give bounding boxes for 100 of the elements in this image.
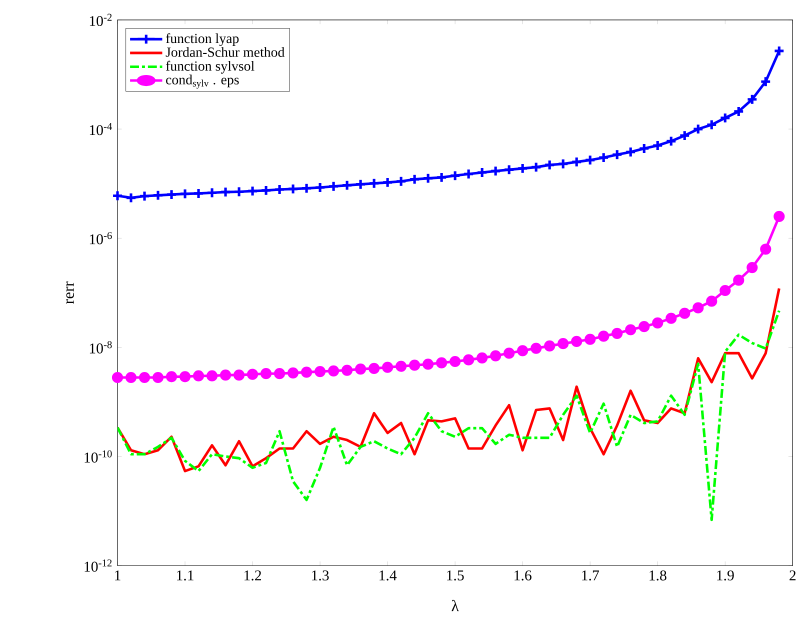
point <box>179 188 191 200</box>
y-axis-title: rerr <box>66 281 74 304</box>
y-tick-label: 10$^{-6}$ <box>90 232 112 244</box>
y-tick-label: 10$^{-10}$ <box>84 450 112 462</box>
point <box>354 178 366 190</box>
point <box>530 161 542 173</box>
x-tick-label: 1.8 <box>650 570 666 580</box>
point <box>138 372 150 383</box>
x-tick-label: 1.3 <box>312 570 329 580</box>
point <box>760 243 772 255</box>
point <box>774 210 785 222</box>
legend-label: cond$_{sylv}$ . eps <box>166 74 239 88</box>
x-tick-label: 1.9 <box>717 570 734 580</box>
point <box>152 189 164 201</box>
point <box>517 344 528 356</box>
point <box>598 330 610 342</box>
point <box>720 284 731 296</box>
point <box>396 360 407 372</box>
point <box>125 192 137 204</box>
point <box>233 186 245 198</box>
point <box>476 166 488 178</box>
legend-label: function lyap <box>166 33 239 46</box>
point <box>395 175 407 187</box>
y-tick-label: 10$^{-4}$ <box>90 122 112 136</box>
point <box>125 372 137 383</box>
point <box>692 302 704 314</box>
point <box>138 190 150 202</box>
point <box>287 367 299 378</box>
point <box>733 274 744 286</box>
point <box>342 364 353 376</box>
point <box>760 76 772 88</box>
point <box>612 328 623 339</box>
point <box>300 366 312 378</box>
point <box>274 184 286 196</box>
point <box>328 365 340 376</box>
point <box>192 188 204 200</box>
point <box>246 368 258 380</box>
point <box>449 170 461 182</box>
point <box>624 146 636 158</box>
point <box>152 372 164 383</box>
legend-label: Jordan-Schur method <box>166 46 285 57</box>
y-tick-label: 10$^{-8}$ <box>90 341 112 354</box>
point <box>571 336 582 347</box>
point <box>598 152 610 164</box>
point <box>246 185 258 197</box>
point <box>666 312 677 324</box>
x-tick-label: 1.5 <box>447 570 464 580</box>
point <box>544 159 556 171</box>
point <box>558 338 569 350</box>
point <box>422 172 434 184</box>
point <box>665 135 677 147</box>
y-tick-label: 10$^{-2}$ <box>90 14 112 26</box>
point <box>166 188 178 200</box>
x-axis-title: λ <box>452 600 459 611</box>
point <box>503 164 515 176</box>
point <box>409 360 420 371</box>
point <box>368 362 380 374</box>
point <box>584 334 596 345</box>
point <box>341 179 353 191</box>
point <box>274 368 286 380</box>
point <box>706 118 718 130</box>
point <box>732 106 744 118</box>
point <box>436 172 448 184</box>
point <box>638 142 650 154</box>
point <box>233 369 245 381</box>
legend-label: function sylvsol <box>166 60 254 74</box>
point <box>260 368 272 380</box>
x-tick-label: 1.4 <box>380 570 397 580</box>
point <box>192 370 204 382</box>
point <box>678 130 690 142</box>
point <box>382 176 394 188</box>
point <box>570 156 582 168</box>
point <box>166 370 178 382</box>
point <box>220 369 232 381</box>
point <box>408 173 420 185</box>
point <box>287 183 299 195</box>
point <box>220 186 232 198</box>
x-tick-label: 1.7 <box>582 570 599 580</box>
point <box>260 184 272 196</box>
point <box>450 356 461 367</box>
point <box>557 158 569 170</box>
point <box>206 186 218 198</box>
point <box>544 340 556 352</box>
point <box>422 358 434 370</box>
point <box>490 350 502 362</box>
point <box>328 180 340 192</box>
point <box>462 168 474 180</box>
point <box>692 123 704 135</box>
point <box>463 354 474 366</box>
point <box>490 165 502 177</box>
point <box>584 154 596 166</box>
point <box>530 342 542 354</box>
point <box>179 370 191 382</box>
point <box>112 372 124 383</box>
point <box>368 177 380 189</box>
point <box>206 370 218 382</box>
y-tick-label: 10$^{-12}$ <box>84 559 112 572</box>
point <box>436 357 448 368</box>
point <box>504 348 515 359</box>
point <box>625 324 636 336</box>
